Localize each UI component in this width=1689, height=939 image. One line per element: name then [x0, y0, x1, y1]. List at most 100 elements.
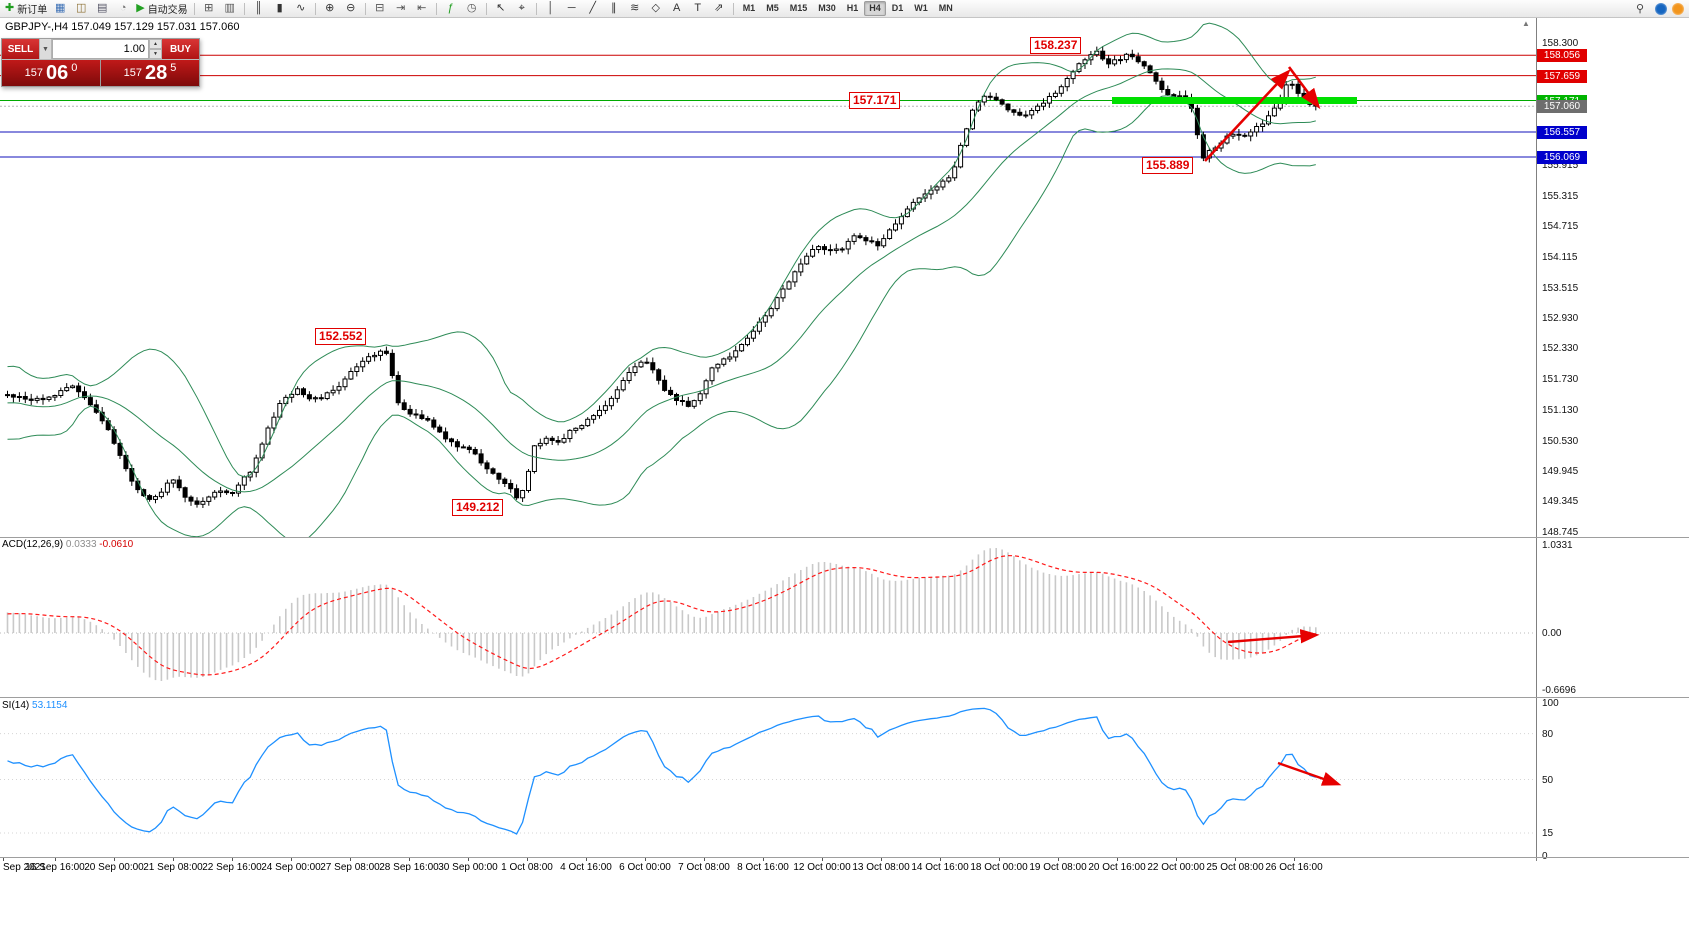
chart-price-annotation[interactable]: 157.171	[849, 91, 901, 109]
terminal-icon[interactable]: ▤	[92, 1, 112, 16]
time-tick	[350, 858, 351, 861]
order-type-dropdown[interactable]: ▼	[39, 39, 52, 59]
time-axis[interactable]: Sep 2021 16 Sep 16:00 20 Sep 00:00 21 Sep 0…	[0, 858, 1536, 875]
timeframe-m15[interactable]: M15	[789, 3, 808, 13]
timeframe-w1[interactable]: W1	[914, 3, 928, 13]
rsi-panel-canvas[interactable]	[0, 697, 1536, 857]
chart-price-annotation[interactable]: 155.889	[1142, 157, 1194, 175]
search-icon[interactable]: ⚲	[1635, 3, 1645, 15]
time-label: 22 Sep 16:00	[202, 862, 262, 873]
timeframe-m5[interactable]: M5	[766, 3, 779, 13]
time-tick	[763, 858, 764, 861]
timeframe-h4[interactable]: H4	[864, 1, 886, 16]
trendline-icon-glyph-icon: ╱	[589, 2, 596, 14]
time-label: 18 Oct 00:00	[970, 862, 1028, 873]
new-chart-icon[interactable]: ⊞	[199, 1, 219, 16]
price-chart-canvas[interactable]	[0, 17, 1536, 537]
time-label: 27 Sep 08:00	[320, 862, 380, 873]
auto-scroll-icon-glyph-icon: ⇥	[396, 2, 406, 14]
new-chart-icon-glyph-icon: ⊞	[204, 2, 214, 14]
crosshair-icon[interactable]: ⌖	[512, 1, 532, 16]
timeframe-mn[interactable]: MN	[938, 3, 953, 13]
navigator-icon[interactable]: ◫	[71, 1, 91, 16]
chart-ohlc-header: GBPJPY-,H4 157.049 157.129 157.031 157.0…	[5, 21, 240, 33]
chart-shift-icon[interactable]: ⇤	[412, 1, 432, 16]
time-tick	[940, 858, 941, 861]
zoom-out-icon[interactable]: ⊖	[341, 1, 361, 16]
profiles-icon[interactable]: ▥	[220, 1, 240, 16]
shapes-icon[interactable]: ◇	[646, 1, 666, 16]
time-tick	[1176, 858, 1177, 861]
channel-icon[interactable]: ∥	[604, 1, 624, 16]
account-icon[interactable]	[1672, 2, 1684, 15]
ask-price-button[interactable]: 157 28 5	[101, 60, 199, 86]
time-tick	[999, 858, 1000, 861]
candlestick-icon[interactable]: ▮	[270, 1, 290, 16]
time-tick	[881, 858, 882, 861]
bid-big-digits: 06	[45, 62, 69, 84]
time-label: 26 Oct 16:00	[1265, 862, 1323, 873]
trendline-icon[interactable]: ╱	[583, 1, 603, 16]
price-axis-label: 150.530	[1542, 435, 1579, 447]
chart-price-annotation[interactable]: 152.552	[315, 328, 367, 346]
buy-button[interactable]: BUY	[162, 39, 199, 59]
chart-scroll-icon[interactable]: ▲	[1522, 19, 1530, 28]
indicators-icon[interactable]: ƒ	[441, 1, 461, 16]
macd-panel-canvas[interactable]	[0, 537, 1536, 697]
time-tick	[468, 858, 469, 861]
macd-axis-label: 1.0331	[1542, 539, 1573, 551]
sell-button[interactable]: SELL	[2, 39, 39, 59]
trade-prices-row: 157 06 0 157 28 5	[2, 60, 199, 86]
market-watch-icon[interactable]: ▦	[50, 1, 70, 16]
arrows-icon[interactable]: ⇗	[709, 1, 729, 16]
timeframe-h1[interactable]: H1	[846, 3, 859, 13]
autotrading-button[interactable]: ▶ 自动交易	[134, 1, 189, 16]
cursor-icon[interactable]: ↖	[491, 1, 511, 16]
ask-big-digits: 28	[144, 62, 168, 84]
horizontal-line-icon[interactable]: ─	[562, 1, 582, 16]
label-icon[interactable]: T	[688, 1, 708, 16]
strategy-tester-icon[interactable]: ◔	[113, 1, 133, 16]
volume-up-button[interactable]: ▲	[149, 39, 162, 49]
fibonacci-icon-glyph-icon: ≋	[630, 2, 640, 14]
one-click-trading-widget: SELL ▼ ▲ ▼ BUY 157 06 0 157 28 5	[1, 38, 200, 87]
cycles-icon[interactable]: ◷	[462, 1, 482, 16]
crosshair-icon-glyph-icon: ⌖	[518, 2, 525, 14]
price-axis-label: 154.115	[1542, 252, 1578, 263]
tile-windows-icon[interactable]: ⊟	[370, 1, 390, 16]
timeframe-m1[interactable]: M1	[742, 3, 756, 13]
chart-price-annotation[interactable]: 158.237	[1030, 36, 1082, 54]
timeframe-m30[interactable]: M30	[818, 3, 836, 13]
text-icon[interactable]: A	[667, 1, 687, 16]
market-watch-icon-glyph-icon: ▦	[55, 2, 66, 14]
cursor-icon-glyph-icon: ↖	[496, 2, 506, 14]
time-label: Sep 2021	[3, 862, 46, 873]
price-marker: 156.069	[1537, 150, 1587, 164]
volume-down-button[interactable]: ▼	[149, 49, 162, 59]
timeframe-d1[interactable]: D1	[891, 3, 904, 13]
price-axis[interactable]: 158.300 155.915 155.315 154.715 154.115 153.5…	[1536, 17, 1689, 862]
fibonacci-icon[interactable]: ≋	[625, 1, 645, 16]
mql5-community-icon[interactable]	[1655, 2, 1667, 15]
toolbar-separator	[485, 2, 487, 15]
macd-main-value: 0.0333	[65, 539, 97, 550]
auto-scroll-icon[interactable]: ⇥	[391, 1, 411, 16]
chart-price-annotation[interactable]: 149.212	[452, 499, 504, 517]
zoom-in-icon[interactable]: ⊕	[320, 1, 340, 16]
volume-input[interactable]	[52, 39, 149, 59]
toolbar-separator	[435, 2, 437, 15]
macd-panel-separator[interactable]	[0, 537, 1689, 538]
time-label: 30 Sep 00:00	[438, 862, 498, 873]
price-marker: 157.060	[1537, 100, 1587, 114]
indicators-icon-glyph-icon: ƒ	[447, 2, 454, 14]
vertical-line-icon[interactable]: │	[541, 1, 561, 16]
rsi-panel-separator[interactable]	[0, 697, 1689, 698]
price-marker: 158.056	[1537, 49, 1587, 63]
line-chart-icon[interactable]: ∿	[291, 1, 311, 16]
time-tick	[1235, 858, 1236, 861]
bid-price-button[interactable]: 157 06 0	[2, 60, 100, 86]
bar-chart-icon[interactable]: ║	[249, 1, 269, 16]
new-order-button[interactable]: ✚ 新订单	[3, 1, 49, 16]
time-tick	[1294, 858, 1295, 861]
rsi-axis-label: 100	[1542, 698, 1559, 709]
